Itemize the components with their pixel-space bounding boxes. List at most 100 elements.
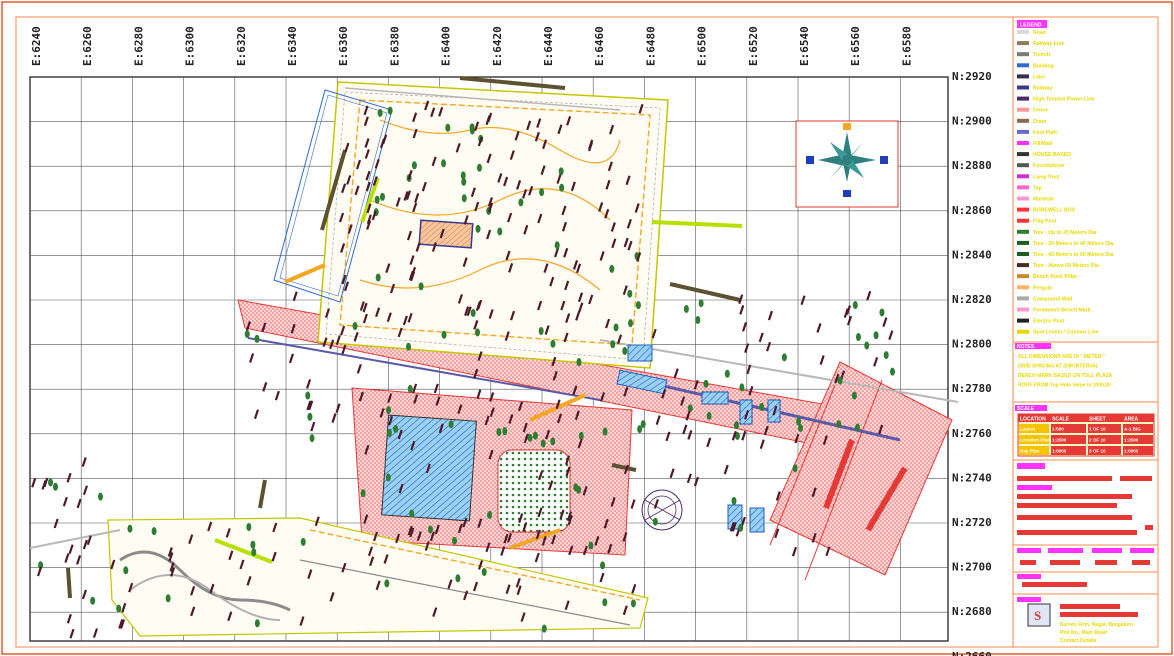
- tree-mark: [464, 306, 470, 316]
- tree-mark: [516, 180, 522, 190]
- tree-mark: [412, 202, 418, 213]
- tree-mark: [341, 183, 347, 194]
- tree-mark: [474, 201, 480, 212]
- tree-symbol: [475, 328, 481, 337]
- tree-symbol: [731, 496, 737, 505]
- tree-mark: [466, 306, 472, 317]
- tree-symbol: [393, 424, 399, 433]
- tree-symbol: [852, 301, 858, 310]
- legend-item: BOREWELL BOX: [1033, 208, 1076, 214]
- tree-symbol: [377, 108, 383, 117]
- tree-mark: [489, 392, 495, 402]
- scale-table-header: SHEET: [1089, 417, 1106, 423]
- tree-mark: [365, 181, 371, 192]
- tree-symbol: [837, 376, 843, 385]
- tree-mark: [92, 628, 99, 638]
- tree-mark: [395, 197, 401, 207]
- tree-mark: [552, 370, 558, 381]
- tree-mark: [119, 619, 126, 629]
- legend-item: Trench: [1033, 52, 1050, 58]
- tree-mark: [324, 308, 331, 318]
- tree-mark: [424, 100, 430, 111]
- tree-mark: [86, 535, 92, 546]
- tree-mark: [398, 483, 404, 494]
- tree-mark: [359, 301, 365, 311]
- tree-mark: [515, 577, 521, 588]
- tree-mark: [424, 541, 430, 551]
- tree-mark: [364, 138, 370, 148]
- note-line: BENCH MARK BASED ON TOLL PLAZA: [1018, 373, 1113, 379]
- tree-mark: [455, 142, 461, 153]
- tree-mark: [507, 532, 513, 543]
- tree-mark: [599, 392, 606, 402]
- tree-mark: [409, 255, 415, 265]
- legend-swatch: [1017, 52, 1029, 57]
- tree-mark: [566, 115, 572, 126]
- note-line: GRID SPACING AT 20M INTERVAL: [1018, 364, 1099, 370]
- tree-mark: [170, 567, 176, 577]
- tree-mark: [763, 425, 769, 436]
- tree-symbol: [461, 194, 467, 203]
- legend-item: Foot Path: [1033, 130, 1057, 136]
- tree-symbol: [610, 340, 616, 349]
- tree-mark: [188, 534, 194, 545]
- tree-mark: [607, 161, 613, 172]
- scale-table-cell: 1:5000: [1124, 449, 1139, 454]
- legend-item: HOUSE BASED: [1033, 152, 1071, 158]
- tree-mark: [772, 405, 778, 416]
- tree-symbol: [386, 428, 392, 437]
- tree-mark: [555, 399, 561, 410]
- tree-symbol: [502, 427, 508, 436]
- tree-symbol: [497, 227, 503, 236]
- scale-title: SCALE: [1017, 406, 1035, 412]
- legend-swatch: [1017, 185, 1029, 190]
- tree-symbol: [418, 282, 424, 291]
- tree-mark: [363, 105, 369, 116]
- tree-mark: [588, 141, 594, 152]
- tree-mark: [630, 499, 636, 509]
- legend-item: Fill/Wall: [1033, 141, 1053, 147]
- tree-symbol: [406, 342, 412, 351]
- tree-mark: [434, 524, 440, 535]
- tree-mark: [729, 521, 735, 532]
- tree-symbol: [628, 319, 634, 328]
- tree-mark: [322, 337, 328, 347]
- tree-symbol: [797, 424, 803, 433]
- tree-mark: [335, 335, 341, 345]
- tree-mark: [227, 611, 233, 622]
- tree-mark: [487, 197, 493, 207]
- tree-mark: [272, 522, 278, 533]
- tree-symbol: [627, 289, 633, 298]
- tree-symbol: [470, 308, 476, 317]
- tree-mark: [66, 613, 72, 624]
- tree-mark: [383, 554, 389, 564]
- tree-mark: [766, 341, 772, 352]
- company-line-2: Plot No., Main Road: [1060, 630, 1107, 636]
- tree-mark: [53, 518, 59, 529]
- tree-mark: [366, 203, 372, 214]
- tree-mark: [306, 400, 312, 411]
- tree-mark: [522, 422, 528, 433]
- tree-symbol: [254, 619, 260, 628]
- tree-mark: [522, 522, 528, 532]
- legend-swatch: [1017, 318, 1029, 323]
- legend-swatch: [1017, 74, 1029, 79]
- tree-symbol: [637, 425, 643, 434]
- scale-table-cell: 1:2500: [1052, 438, 1067, 443]
- tree-mark: [477, 351, 483, 361]
- tree-mark: [599, 251, 605, 261]
- tree-symbol: [307, 412, 313, 421]
- tree-mark: [168, 552, 174, 562]
- tree-mark: [554, 247, 560, 258]
- tree-symbol: [698, 299, 704, 308]
- tree-mark: [329, 592, 335, 602]
- tree-mark: [386, 312, 392, 323]
- tree-mark: [625, 175, 631, 186]
- scale-table-cell: 1:500: [1052, 427, 1064, 432]
- notes-title: NOTES: [1017, 344, 1035, 350]
- easting-label: E:6560: [849, 26, 862, 66]
- tree-mark: [731, 430, 737, 441]
- legend-item: Building: [1033, 63, 1054, 69]
- tree-mark: [567, 515, 573, 525]
- tree-symbol: [738, 523, 744, 532]
